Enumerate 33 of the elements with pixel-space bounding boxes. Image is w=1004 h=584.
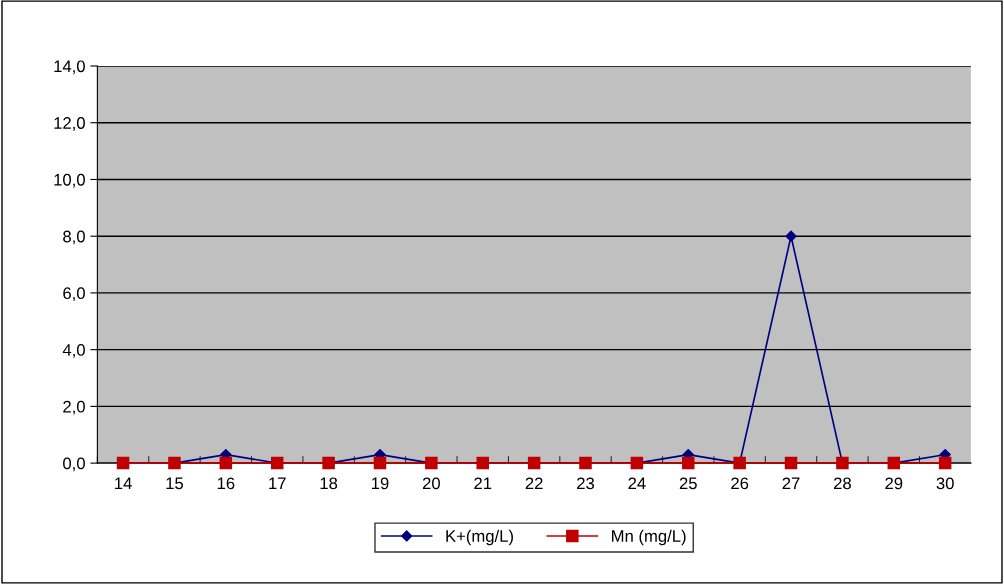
y-tick-label: 4,0 [62, 344, 85, 358]
point [219, 456, 233, 470]
y-tick-label: 12,0 [54, 117, 85, 131]
x-tick-label: 23 [577, 477, 595, 490]
point [785, 230, 797, 242]
point [682, 456, 695, 470]
legend-label: K+(mg/L) [446, 529, 513, 546]
x-tick-label: 29 [885, 477, 903, 490]
y-tick-label: 8,0 [63, 230, 85, 245]
x-tick-label: 16 [217, 477, 235, 490]
x-tick-label: 14 [115, 477, 132, 490]
y-tick-label: 6,0 [63, 287, 85, 302]
y-tick-label: 10,0 [54, 173, 85, 188]
x-tick-label: 20 [422, 477, 440, 490]
x-tick-label: 30 [936, 477, 954, 490]
y-tick-label: 0,0 [63, 457, 85, 472]
x-tick-label: 22 [525, 477, 543, 490]
x-tick-label: 24 [628, 477, 646, 490]
y-tick-label: 14,0 [54, 60, 85, 75]
x-tick-label: 27 [782, 477, 800, 490]
x-tick-label: 25 [679, 477, 697, 490]
point [784, 456, 798, 470]
point [373, 456, 387, 470]
x-tick-label: 19 [371, 477, 389, 490]
x-tick-label: 28 [833, 477, 851, 490]
x-tick-label: 17 [269, 477, 286, 490]
x-tick-label: 15 [166, 477, 184, 490]
point [938, 456, 952, 470]
x-tick-label: 21 [474, 477, 492, 490]
legend-label: Mn (mg/L) [612, 529, 686, 546]
y-tick-label: 2,0 [63, 400, 85, 415]
x-tick-label: 18 [320, 477, 338, 490]
x-tick-label: 26 [731, 477, 749, 490]
